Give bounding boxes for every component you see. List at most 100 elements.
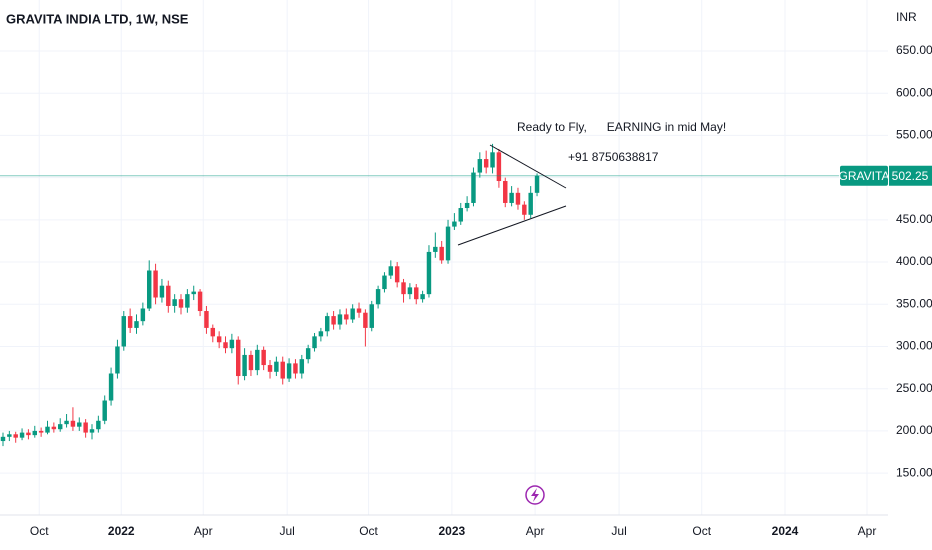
chart-title: GRAVITA INDIA LTD, 1W, NSE [6,11,189,26]
candle-body [89,429,95,433]
candle-body [0,436,6,442]
candle-body [96,420,101,430]
candle-body [464,202,470,209]
candle-body [242,354,247,377]
candle-body [38,430,44,433]
candle-body [172,299,177,306]
x-tick-label: Jul [611,524,626,538]
candle-body [7,434,12,437]
candle-body [223,342,228,349]
candle-body [407,287,413,295]
event-icon-bolt [531,488,539,502]
candle-body [534,175,540,193]
candle-body [229,339,235,349]
candle-body [325,316,330,332]
candle-body [108,373,114,401]
y-tick-label: 650.00 [896,43,932,57]
candle-body [204,311,209,328]
candle-body [369,304,374,328]
candle-body [496,152,502,182]
candle-body [522,204,527,215]
candle-body [153,270,158,298]
candle-body [414,287,419,300]
y-tick-label: 450.00 [896,212,932,226]
y-tick-label: 550.00 [896,128,932,142]
candle-body [452,221,457,227]
candle-body [77,422,82,427]
x-tick-label: Apr [526,524,545,538]
candle-body [305,348,311,360]
x-tick-label: Apr [858,524,877,538]
candle-body [13,434,18,438]
y-tick-label: 600.00 [896,85,932,99]
candle-body [185,294,190,308]
candle-body [515,192,521,205]
candle-body [102,400,107,421]
candle-body [248,354,254,371]
candle-body [19,432,25,438]
candle-body [388,266,394,276]
annotation: Ready to Fly, EARNING in mid May! [517,120,726,134]
candle-body [471,172,476,203]
y-tick-label: 350.00 [896,296,932,310]
candle-body [356,308,362,313]
x-tick-label: Oct [359,524,378,538]
candle-body [64,420,69,425]
y-tick-label: 200.00 [896,423,932,437]
candle-body [83,422,88,433]
candle-body [375,289,381,305]
candle-body [420,294,425,300]
candle-body [51,426,57,430]
candle-body [178,299,184,308]
candle-body [363,312,368,328]
candle-body [503,181,508,203]
candle-body [458,208,463,222]
candle-body [445,226,451,261]
y-tick-label: 300.00 [896,339,932,353]
candle-body [331,316,336,325]
candle-body [350,308,355,320]
candle-body [70,420,76,427]
candle-body [528,192,533,215]
candle-body [477,159,483,173]
candle-body [318,331,324,337]
candle-body [159,285,165,298]
candle-body [261,349,266,366]
candle-body [146,270,152,309]
candle-body [134,321,139,328]
candle-body [115,346,120,374]
candle-body [191,291,196,295]
candle-body [439,246,444,261]
candle-body [490,152,495,168]
candle-body [401,282,406,295]
candle-body [483,159,489,168]
candle-body [312,336,317,349]
last-price-label: 502.25 [892,169,929,183]
candle-body [337,314,343,325]
candle-body [255,349,260,371]
annotation: +91 8750638817 [568,150,659,164]
y-tick-label: 400.00 [896,254,932,268]
x-tick-label: 2022 [108,524,135,538]
candle-body [394,266,400,283]
candle-body [166,285,171,306]
candle-body [286,363,292,379]
symbol-label: GRAVITA [839,169,890,183]
y-tick-label: 250.00 [896,381,932,395]
x-tick-label: 2023 [439,524,466,538]
candle-body [344,314,349,320]
candle-body [127,316,133,328]
candle-body [197,291,203,312]
candle-body [509,192,514,203]
y-tick-label: 150.00 [896,465,932,479]
candle-body [210,327,216,337]
candle-body [274,361,279,372]
currency-label: INR [896,10,917,24]
candle-body [57,424,63,430]
candle-body [382,275,387,290]
x-tick-label: Apr [194,524,213,538]
x-tick-label: 2024 [772,524,799,538]
candle-body [32,430,38,436]
candle-body [45,426,50,433]
